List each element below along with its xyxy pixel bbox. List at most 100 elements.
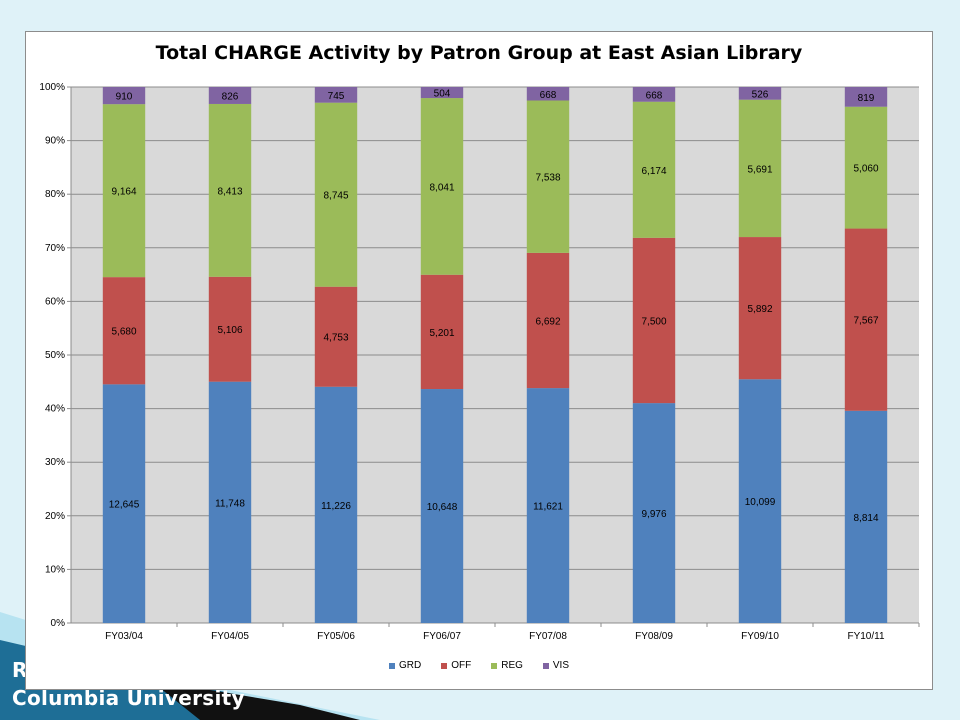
data-label-off: 6,692 [535, 316, 560, 327]
bar-grd [632, 403, 676, 623]
bar-vis [102, 87, 146, 105]
bar-reg [844, 106, 888, 229]
data-label-grd: 11,621 [533, 502, 563, 513]
data-label-grd: 12,645 [109, 500, 140, 511]
legend-item-grd: GRD [388, 660, 422, 671]
legend-swatch [491, 662, 498, 669]
bar-vis [738, 87, 782, 100]
bar-off [632, 237, 676, 404]
legend-label: GRD [398, 660, 422, 671]
bar-grd [738, 379, 782, 623]
bar-grd [102, 384, 146, 623]
y-tick-label: 0% [51, 618, 66, 629]
data-label-vis: 826 [222, 91, 239, 102]
x-tick-label: FY08/09 [635, 631, 673, 642]
legend-item-vis: VIS [542, 660, 570, 671]
bar-grd [208, 381, 252, 623]
data-label-reg: 9,164 [111, 187, 136, 198]
y-tick-label: 40% [45, 404, 65, 415]
x-tick-label: FY03/04 [105, 631, 143, 642]
y-tick-label: 90% [45, 136, 65, 147]
bar-off [420, 274, 464, 390]
bar-vis [844, 87, 888, 107]
y-tick-label: 100% [39, 82, 65, 93]
data-label-vis: 668 [540, 90, 557, 101]
legend-label: OFF [451, 660, 472, 671]
bar-off [844, 228, 888, 411]
chart-frame: Total CHARGE Activity by Patron Group at… [25, 31, 933, 690]
data-label-vis: 668 [646, 90, 663, 101]
data-label-vis: 819 [858, 93, 875, 104]
data-label-vis: 504 [434, 89, 451, 100]
bar-vis [526, 87, 570, 101]
data-label-reg: 5,691 [747, 164, 772, 175]
bar-reg [102, 104, 146, 278]
x-tick-label: FY07/08 [529, 631, 567, 642]
data-label-vis: 526 [752, 89, 769, 100]
bar-vis [420, 87, 464, 99]
footer-text-line1: R [12, 658, 28, 682]
bar-off [738, 237, 782, 380]
data-label-grd: 10,648 [427, 502, 458, 513]
bar-grd [844, 410, 888, 623]
data-label-reg: 6,174 [641, 166, 666, 177]
bar-reg [738, 99, 782, 238]
data-label-grd: 10,099 [745, 497, 776, 508]
slide-wave-black [150, 680, 360, 720]
y-tick-label: 60% [45, 296, 65, 307]
bar-reg [208, 103, 252, 277]
x-tick-label: FY05/06 [317, 631, 355, 642]
stacked-bar-chart: 0% 10% 20% 30% 40% 50% 60% 70% 80% 90% 100% 12,645 5… [39, 82, 920, 642]
data-label-off: 4,753 [323, 333, 348, 344]
bar-off [314, 286, 358, 387]
data-label-off: 7,567 [853, 316, 878, 327]
bar-off [208, 276, 252, 382]
x-tick-label: FY09/10 [741, 631, 779, 642]
data-label-off: 5,892 [747, 304, 772, 315]
x-tick-label: FY06/07 [423, 631, 461, 642]
y-tick-label: 80% [45, 189, 65, 200]
chart-legend: GRD OFF REG VIS [26, 660, 932, 671]
bar-grd [420, 389, 464, 623]
data-label-reg: 5,060 [853, 164, 878, 175]
data-label-off: 7,500 [641, 316, 666, 327]
data-label-reg: 7,538 [535, 173, 560, 184]
legend-swatch [441, 662, 448, 669]
legend-label: REG [501, 660, 523, 671]
bar-vis [208, 87, 252, 104]
legend-item-reg: REG [491, 660, 523, 671]
legend-swatch [388, 662, 395, 669]
data-label-reg: 8,041 [429, 182, 454, 193]
bar-grd [314, 386, 358, 623]
data-label-off: 5,201 [429, 328, 454, 339]
data-label-vis: 910 [116, 92, 133, 103]
data-label-grd: 11,748 [215, 498, 245, 509]
y-tick-label: 10% [45, 564, 65, 575]
data-label-grd: 11,226 [321, 501, 351, 512]
bar-reg [632, 101, 676, 238]
bar-off [526, 252, 570, 389]
data-label-off: 5,106 [217, 325, 242, 336]
footer-text-line2: Columbia University [12, 686, 245, 710]
legend-swatch [542, 662, 549, 669]
y-tick-label: 20% [45, 511, 65, 522]
y-tick-label: 30% [45, 457, 65, 468]
bar-vis [632, 87, 676, 102]
data-label-vis: 745 [328, 91, 345, 102]
data-label-reg: 8,413 [217, 186, 242, 197]
data-label-off: 5,680 [111, 327, 136, 338]
data-label-reg: 8,745 [323, 191, 348, 202]
data-label-grd: 8,814 [853, 513, 878, 524]
data-label-grd: 9,976 [641, 509, 666, 520]
bar-reg [314, 102, 358, 287]
x-tick-label: FY10/11 [847, 631, 884, 642]
bar-reg [526, 100, 570, 253]
legend-item-off: OFF [441, 660, 471, 671]
bar-grd [526, 388, 570, 623]
y-tick-label: 50% [45, 350, 65, 361]
x-tick-label: FY04/05 [211, 631, 249, 642]
chart-title: Total CHARGE Activity by Patron Group at… [155, 42, 803, 64]
bar-reg [420, 98, 464, 275]
legend-label: VIS [552, 660, 570, 671]
bar-off [102, 277, 146, 385]
